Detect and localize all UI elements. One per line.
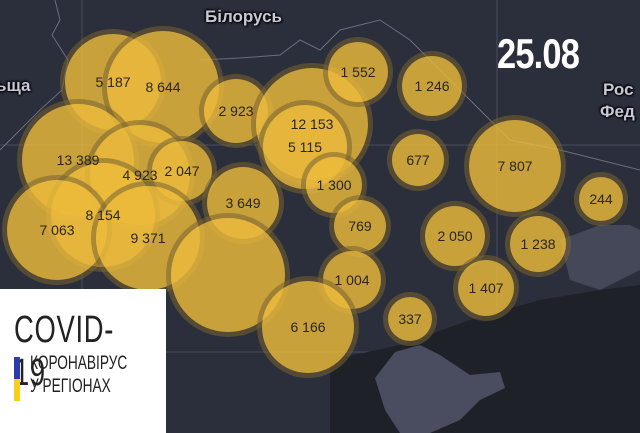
region-case-count: 7 063 bbox=[39, 222, 75, 238]
region-case-count: 5 187 bbox=[95, 74, 131, 90]
region-case-count: 1 552 bbox=[340, 64, 376, 80]
region-case-count: 2 047 bbox=[164, 163, 200, 179]
region-bubble bbox=[402, 56, 462, 116]
region-bubble bbox=[392, 134, 444, 186]
region-case-count: 8 154 bbox=[85, 207, 121, 223]
region-case-count: 1 246 bbox=[414, 78, 450, 94]
title-panel: COVID-19 КОРОНАВІРУС У РЕГІОНАХ bbox=[0, 289, 166, 433]
country-label-russia-2: Фед bbox=[600, 102, 635, 121]
region-case-count: 677 bbox=[406, 152, 430, 168]
region-case-count: 1 004 bbox=[334, 272, 370, 288]
region-bubble bbox=[262, 281, 354, 373]
region-case-count: 1 238 bbox=[520, 236, 556, 252]
country-label-russia-1: Рос bbox=[603, 80, 634, 99]
region-case-count: 769 bbox=[348, 218, 372, 234]
region-bubble bbox=[328, 42, 388, 102]
region-bubble bbox=[107, 31, 219, 143]
region-case-count: 1 407 bbox=[468, 280, 504, 296]
region-bubble bbox=[388, 297, 432, 341]
region-bubble bbox=[334, 200, 386, 252]
east-region-shape bbox=[560, 225, 640, 290]
region-case-count: 9 371 bbox=[130, 230, 166, 246]
region-case-count: 1 300 bbox=[316, 177, 352, 193]
region-case-count: 8 644 bbox=[145, 79, 181, 95]
region-case-count: 2 923 bbox=[218, 103, 254, 119]
region-bubble bbox=[7, 180, 107, 280]
region-case-count: 5 115 bbox=[288, 139, 322, 155]
region-case-count: 13 389 bbox=[56, 152, 100, 168]
region-case-count: 7 807 bbox=[497, 158, 533, 174]
flag-blue-stripe bbox=[14, 357, 20, 379]
flag-yellow-stripe bbox=[14, 379, 20, 401]
region-case-count: 4 923 bbox=[122, 167, 158, 183]
region-case-count: 3 649 bbox=[225, 195, 261, 211]
country-label-poland: ьща bbox=[0, 76, 31, 95]
crimea-shape bbox=[375, 345, 505, 433]
region-bubble bbox=[458, 260, 514, 316]
region-bubble bbox=[469, 120, 561, 212]
date-label: 25.08 bbox=[497, 30, 580, 77]
region-case-count: 2 050 bbox=[437, 228, 473, 244]
region-case-count: 12 153 bbox=[290, 116, 334, 132]
region-bubble bbox=[579, 177, 623, 221]
panel-subtitle-2: У РЕГІОНАХ bbox=[30, 376, 111, 397]
region-case-count: 6 166 bbox=[290, 319, 326, 335]
region-bubble bbox=[425, 206, 485, 266]
region-case-count: 244 bbox=[589, 191, 613, 207]
panel-subtitle-1: КОРОНАВІРУС bbox=[30, 353, 128, 374]
region-bubble bbox=[510, 216, 566, 272]
region-case-count: 337 bbox=[398, 311, 422, 327]
country-label-belarus: Білорусь bbox=[205, 7, 282, 26]
